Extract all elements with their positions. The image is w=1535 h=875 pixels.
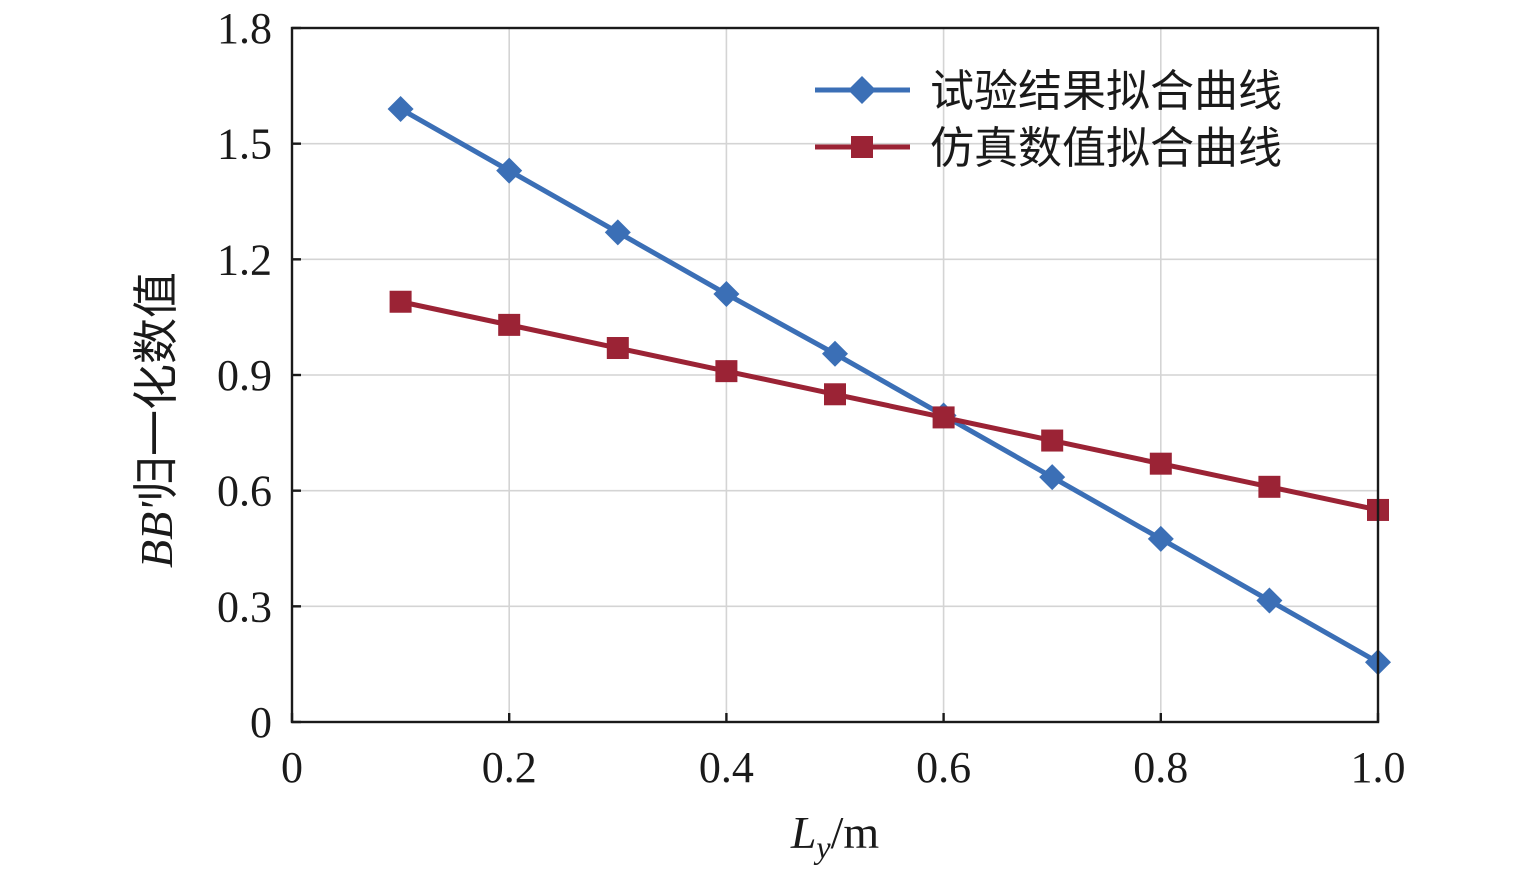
x-axis-label-main: L — [790, 807, 817, 858]
x-tick-label: 0.2 — [482, 743, 537, 792]
data-point — [822, 340, 848, 367]
y-tick-label: 0.3 — [217, 582, 272, 631]
series-2 — [389, 290, 1389, 521]
legend-label-series-1: 试验结果拟合曲线 — [930, 66, 1282, 117]
x-axis-label-sub: y — [813, 829, 831, 865]
data-point — [604, 219, 631, 246]
legend-label-series-2: 仿真数值拟合曲线 — [930, 123, 1282, 174]
y-axis-label-rest: 归一化数值 — [129, 272, 183, 502]
y-tick-label: 0 — [250, 698, 272, 747]
legend-marker-series-1 — [848, 76, 876, 104]
data-point — [1147, 525, 1174, 552]
tick-layer: 0 0.2 0.4 0.6 0.8 1.0 0 0.3 0.6 0.9 1.2 1.5 1.8 — [217, 4, 1406, 792]
x-tick-label: 0.4 — [699, 743, 754, 792]
series-line — [399, 106, 1380, 665]
data-point — [389, 290, 412, 313]
y-tick-label: 1.8 — [217, 4, 272, 53]
data-point — [387, 95, 414, 122]
data-point — [824, 383, 846, 406]
data-point — [1039, 464, 1066, 491]
y-axis-label: BB'归一化数值 — [129, 272, 183, 568]
x-tick-label: 0.6 — [916, 743, 971, 792]
series-line — [400, 299, 1379, 513]
data-point — [1149, 452, 1172, 475]
x-tick-label: 0 — [281, 743, 303, 792]
grid-layer — [292, 28, 1378, 722]
data-point — [1258, 475, 1281, 498]
data-point — [496, 157, 523, 184]
data-point — [1256, 587, 1283, 614]
data-point — [606, 337, 629, 360]
y-tick-label: 1.5 — [217, 120, 272, 169]
data-point — [713, 281, 740, 308]
y-tick-label: 1.2 — [217, 235, 272, 284]
series-layer — [387, 95, 1391, 676]
legend: 试验结果拟合曲线 仿真数值拟合曲线 — [815, 66, 1282, 174]
y-tick-label: 0.9 — [217, 351, 272, 400]
x-axis-label: Ly/m — [790, 807, 880, 865]
legend-marker-series-2 — [851, 136, 873, 158]
x-tick-label: 1.0 — [1351, 743, 1406, 792]
x-tick-label: 0.8 — [1133, 743, 1188, 792]
y-axis-label-italic: BB' — [131, 501, 182, 568]
x-axis-label-unit: /m — [831, 807, 880, 858]
y-tick-label: 0.6 — [217, 467, 272, 516]
series-1 — [387, 95, 1391, 676]
data-point — [1041, 429, 1064, 452]
data-point — [932, 406, 955, 429]
data-point — [498, 313, 521, 336]
data-point — [715, 360, 738, 383]
